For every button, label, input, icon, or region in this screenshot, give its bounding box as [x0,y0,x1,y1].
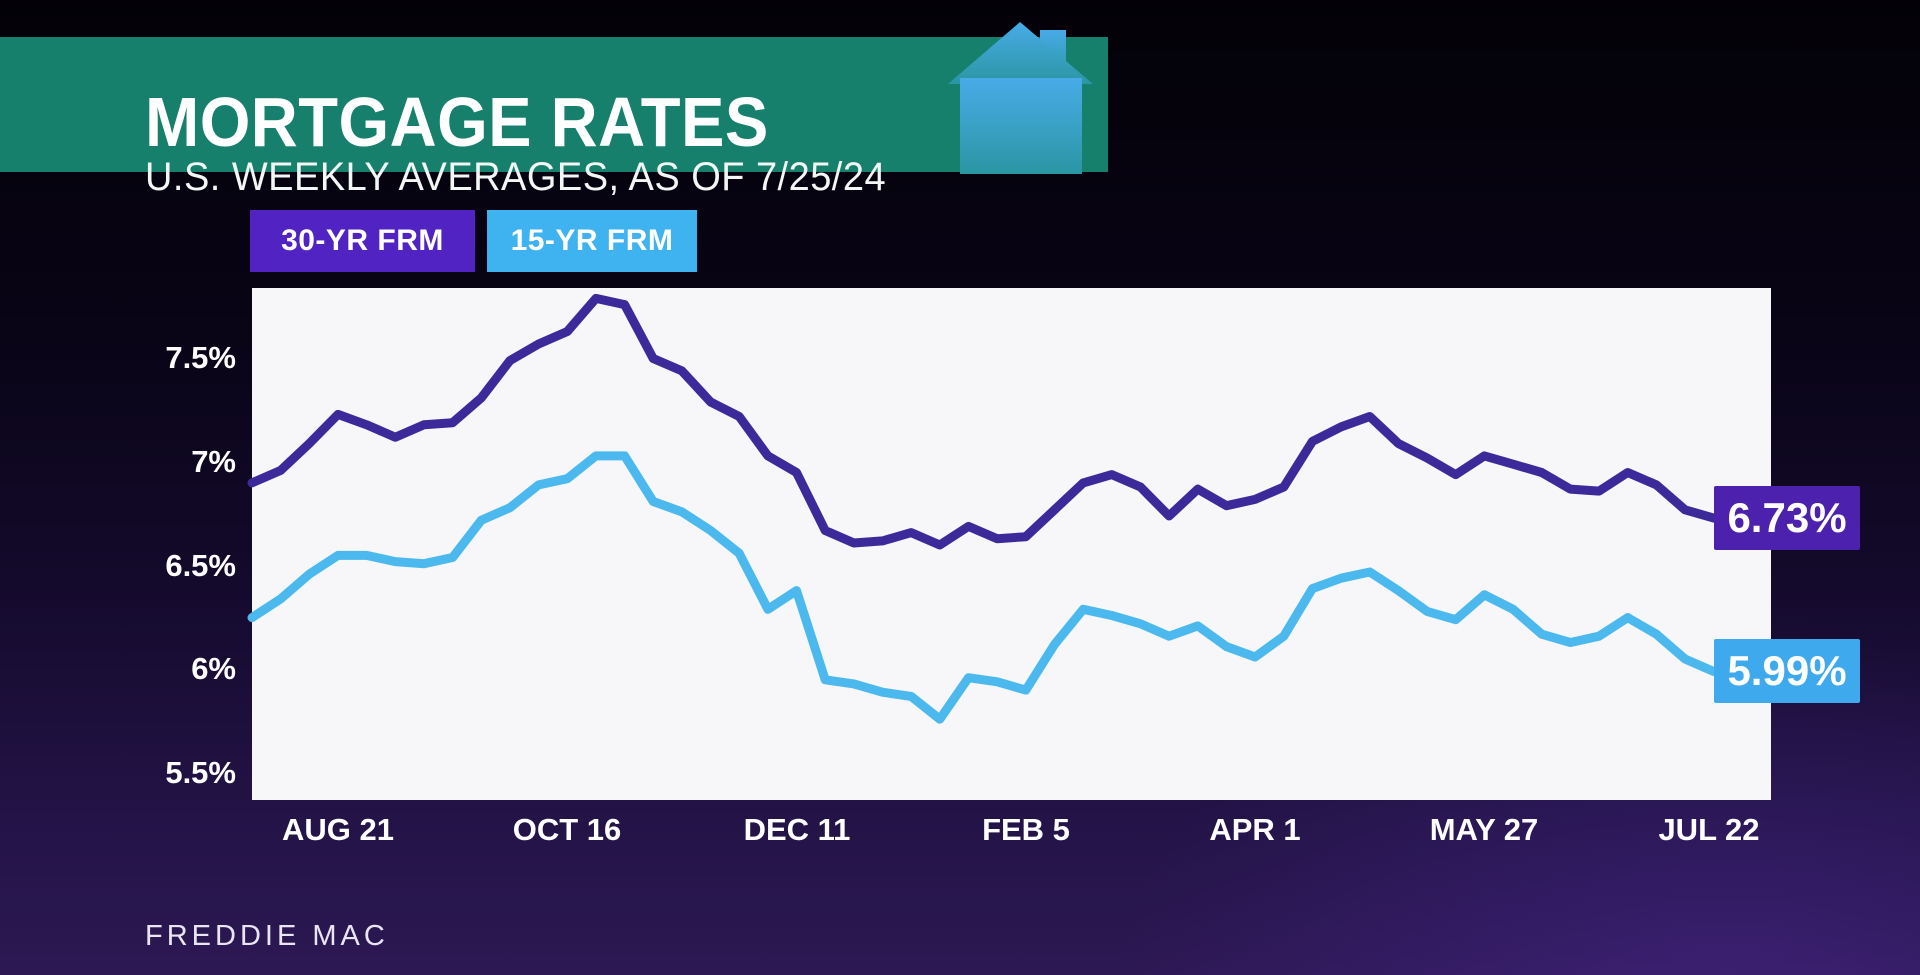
legend-item-15yr-frm: 15-YR FRM [487,210,697,272]
value-label-15yr: 5.99% [1714,639,1860,703]
page-title: MORTGAGE RATES [145,83,769,161]
y-tick-label: 6% [191,651,236,686]
source-label: FREDDIE MAC [145,920,389,952]
line-15-yr-frm [247,451,1719,724]
x-tick-label: DEC 11 [743,812,851,847]
value-label-30yr: 6.73% [1714,486,1860,550]
y-tick-label: 5.5% [165,755,236,790]
x-tick-label: OCT 16 [512,812,622,847]
legend-item-30yr-frm: 30-YR FRM [250,210,475,272]
page-subtitle: U.S. WEEKLY AVERAGES, AS OF 7/25/24 [145,155,887,199]
x-tick-label: AUG 21 [282,812,394,847]
x-tick-label: FEB 5 [982,812,1070,847]
x-tick-label: JUL 22 [1658,812,1760,847]
header-banner: MORTGAGE RATES U.S. WEEKLY AVERAGES, AS … [0,37,1108,197]
y-tick-label: 7% [191,444,236,479]
x-tick-label: APR 1 [1209,812,1301,847]
chart-plot-area [247,288,1771,800]
line-30-yr-frm [247,293,1719,550]
rate-lines-chart [247,293,1719,724]
house-icon [948,22,1093,174]
y-tick-label: 7.5% [165,340,236,375]
y-tick-label: 6.5% [165,548,236,583]
x-tick-label: MAY 27 [1429,812,1539,847]
